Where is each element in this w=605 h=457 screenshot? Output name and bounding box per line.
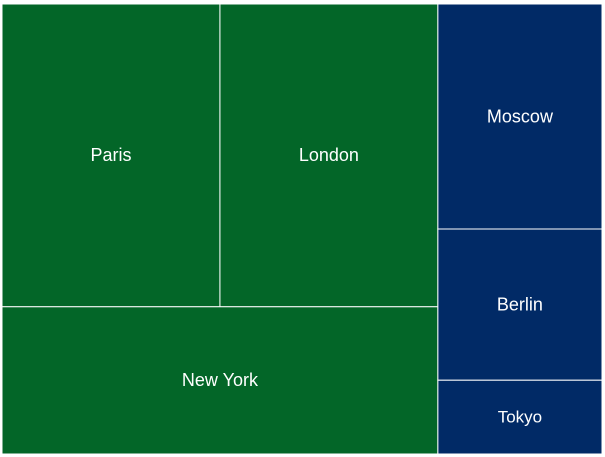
tile-berlin[interactable] <box>437 228 603 381</box>
tile-label-new-york: New York <box>182 370 259 390</box>
tile-label-london: London <box>299 145 359 165</box>
tile-new-york[interactable] <box>1 306 439 455</box>
tile-paris[interactable] <box>1 3 221 308</box>
tile-label-tokyo: Tokyo <box>498 408 542 427</box>
tile-label-moscow: Moscow <box>487 106 554 126</box>
tile-label-berlin: Berlin <box>497 294 543 314</box>
tile-tokyo[interactable] <box>437 379 603 455</box>
tile-label-paris: Paris <box>90 145 131 165</box>
plot-area: Paris London New York Moscow Berlin Toky… <box>1 3 603 455</box>
tile-london[interactable] <box>219 3 439 308</box>
tile-moscow[interactable] <box>437 3 603 230</box>
